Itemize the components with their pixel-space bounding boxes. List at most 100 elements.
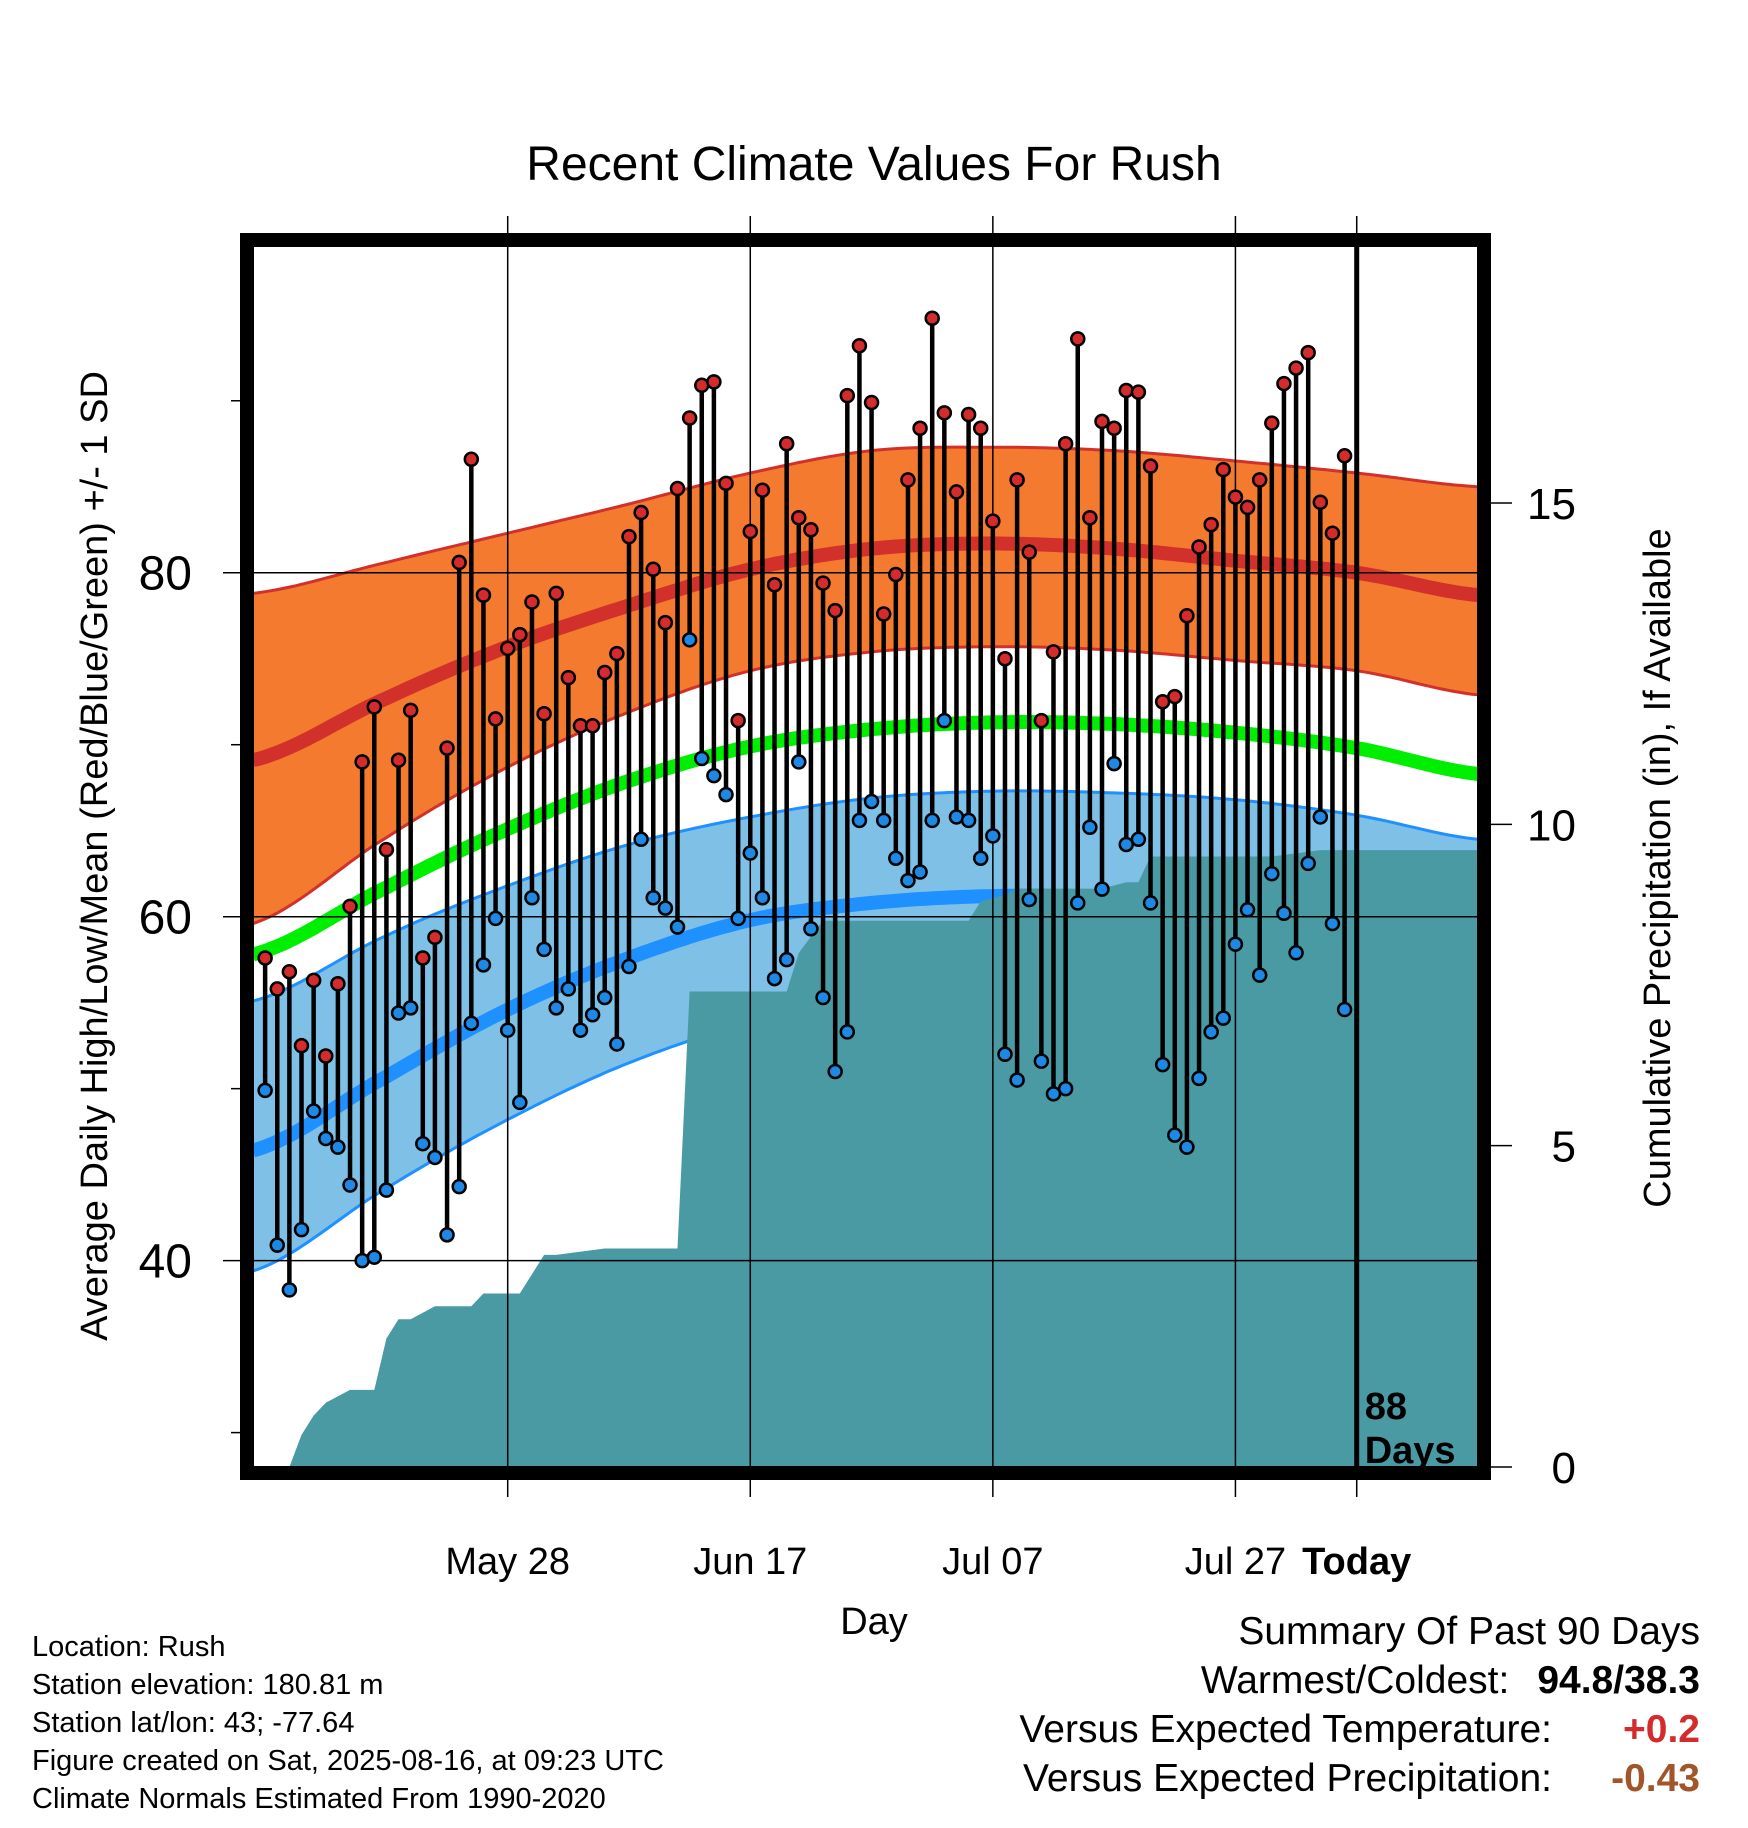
daily-low-point [645, 890, 661, 906]
daily-high-point [1070, 331, 1086, 347]
daily-low-point [536, 941, 552, 958]
daily-low-point [609, 1036, 625, 1052]
daily-low-point [305, 1103, 322, 1119]
daily-low-point [633, 831, 649, 848]
y-tick-label: 60 [139, 892, 192, 945]
daily-high-point [900, 472, 916, 488]
daily-high-point [851, 337, 868, 354]
daily-low-point [318, 1130, 334, 1147]
daily-high-point [415, 950, 431, 966]
daily-low-point [1142, 895, 1159, 911]
daily-low-point [269, 1237, 286, 1253]
daily-high-point [1324, 525, 1341, 541]
daily-high-point [621, 528, 637, 545]
high-normal-band [253, 447, 1478, 924]
x-tick-label: Today [1302, 1541, 1411, 1583]
daily-high-point [463, 451, 480, 467]
daily-low-point [1154, 1056, 1171, 1073]
daily-low-point [330, 1139, 346, 1155]
daily-high-point [1312, 494, 1329, 510]
daily-high-point [803, 522, 819, 538]
daily-low-point [706, 767, 722, 784]
daily-low-point [839, 1024, 856, 1040]
daily-high-point [427, 929, 443, 946]
days-label: 88 Days [1365, 1386, 1456, 1472]
daily-low-point [524, 890, 540, 906]
daily-low-point [596, 989, 613, 1006]
daily-high-point [439, 740, 455, 756]
daily-high-point [960, 406, 977, 423]
daily-low-point [1179, 1139, 1195, 1155]
daily-high-point [633, 504, 649, 521]
plot-frame [240, 233, 1491, 1480]
daily-low-point [1082, 819, 1098, 836]
daily-high-point [1227, 489, 1244, 505]
daily-low-point [1239, 902, 1256, 918]
daily-low-point [548, 1000, 564, 1016]
daily-high-point [706, 374, 722, 390]
daily-low-point [1251, 967, 1268, 983]
x-tick-label: May 28 [445, 1541, 570, 1583]
summary-title: Summary Of Past 90 Days [1238, 1610, 1700, 1653]
cumulative-precip-area [289, 850, 1478, 1467]
precip-anomaly-label: Versus Expected Precipitation: [1023, 1757, 1552, 1800]
daily-low-point [415, 1135, 431, 1152]
daily-high-point [681, 410, 698, 426]
daily-low-point [863, 793, 880, 810]
daily-low-point [803, 920, 819, 937]
daily-low-point [1094, 881, 1110, 897]
latlon-text: Station lat/lon: 43; -77.64 [32, 1707, 355, 1739]
daily-low-point [499, 1022, 516, 1038]
temp-anomaly-label: Versus Expected Temperature: [1019, 1708, 1552, 1751]
daily-high-point [402, 702, 419, 719]
daily-high-point [1021, 544, 1037, 560]
daily-high-point [1009, 472, 1025, 488]
daily-high-point [1179, 607, 1195, 624]
daily-high-point [657, 614, 674, 631]
daily-high-point [257, 950, 273, 966]
daily-high-point [548, 585, 564, 602]
daily-high-point [1215, 461, 1232, 478]
daily-high-point [1082, 509, 1098, 526]
daily-low-point [730, 910, 746, 927]
x-axis-label: Day [840, 1601, 908, 1643]
daily-low-point [912, 864, 928, 880]
daily-low-point [1106, 755, 1122, 772]
x-tick-label: Jun 17 [693, 1541, 807, 1583]
daily-high-point [1167, 688, 1183, 705]
daily-low-point [475, 957, 492, 973]
daily-high-point [839, 387, 856, 404]
daily-low-point [342, 1177, 358, 1193]
daily-high-point [730, 712, 746, 729]
daily-high-point [827, 602, 843, 619]
daily-high-point [1276, 375, 1292, 392]
daily-low-point [621, 958, 637, 975]
daily-low-point [1324, 915, 1341, 932]
chart-title: Recent Climate Values For Rush [526, 138, 1221, 191]
daily-high-point [1203, 516, 1219, 533]
daily-low-point [560, 981, 577, 997]
daily-high-point [875, 606, 892, 622]
daily-high-point [863, 394, 880, 411]
x-tick-label: Jul 07 [942, 1541, 1043, 1583]
normals-text: Climate Normals Estimated From 1990-2020 [32, 1783, 606, 1815]
daily-high-point [318, 1048, 334, 1064]
daily-low-point [851, 812, 868, 829]
daily-high-point [354, 754, 370, 770]
daily-low-point [1070, 895, 1086, 911]
daily-high-point [1251, 472, 1268, 488]
daily-high-point [1033, 712, 1050, 729]
summary-panel: Summary Of Past 90 Days Warmest/Coldest:… [1019, 1610, 1700, 1806]
daily-high-point [1118, 382, 1135, 399]
daily-low-point [439, 1227, 455, 1243]
daily-high-point [1239, 499, 1256, 516]
daily-high-point [815, 575, 831, 591]
daily-high-point [1057, 436, 1074, 452]
daily-high-point [269, 981, 286, 997]
y2-tick-label: 0 [1552, 1444, 1576, 1493]
precip-anomaly-value: -0.43 [1611, 1757, 1700, 1800]
daily-high-point [281, 963, 298, 980]
daily-low-point [900, 872, 916, 889]
daily-high-point [912, 420, 928, 437]
daily-high-point [342, 898, 358, 915]
